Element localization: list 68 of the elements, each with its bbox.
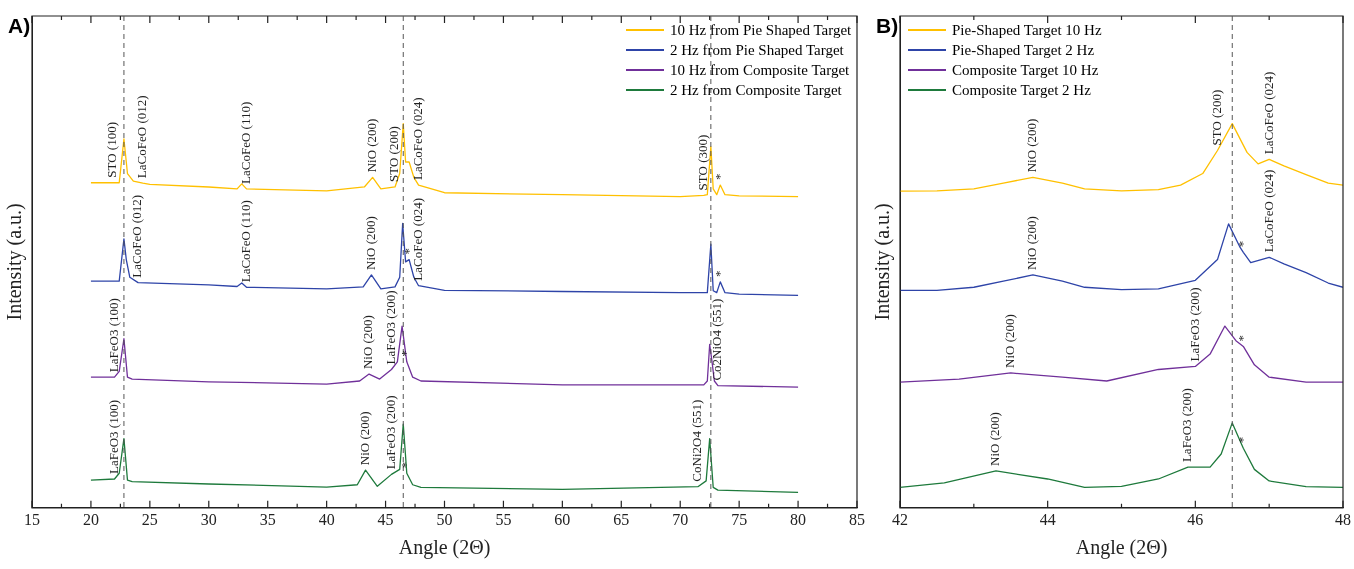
annotation: NiO (200) — [1024, 216, 1040, 270]
annotation: STO (200) — [1208, 89, 1224, 146]
legend-label: 2 Hz from Composite Target — [670, 81, 842, 100]
annotation: CoNi2O4 (551) — [689, 399, 705, 482]
annotation: LaCoFeO (024) — [1260, 71, 1276, 155]
x-tick-label: 46 — [1187, 510, 1204, 528]
x-tick-label: 75 — [731, 510, 748, 528]
annotation: LaCoFeO (012) — [129, 194, 145, 278]
annotation: Co2NiO4 (551) — [709, 298, 725, 381]
text: A) — [8, 14, 31, 38]
annotation: NiO (200) — [362, 216, 378, 270]
x-tick-label: 65 — [613, 510, 630, 528]
annotation: LaCoFeO (110) — [237, 101, 253, 184]
x-tick-label: 50 — [436, 510, 453, 528]
legend-label: Pie-Shaped Target 2 Hz — [952, 41, 1095, 60]
annotation: NiO (200) — [1024, 118, 1040, 173]
annotation: * — [398, 350, 414, 357]
annotation: LaFeO3 (200) — [1179, 388, 1195, 463]
x-tick-label: 35 — [259, 510, 276, 528]
legend-label: Composite Target 2 Hz — [952, 81, 1091, 100]
annotation: LaFeO3 (200) — [1186, 287, 1202, 362]
annotation: * — [711, 173, 727, 181]
annotation: NiO (200) — [364, 118, 380, 173]
annotation: STO (300) — [695, 134, 711, 191]
legend-label: 10 Hz from Composite Target — [670, 61, 850, 80]
annotation: LaCoFeO (024) — [409, 97, 425, 181]
annotation: LaFeO3 (200) — [382, 395, 398, 470]
x-tick-label: 70 — [672, 510, 689, 528]
annotation: LaFeO3 (100) — [105, 399, 121, 474]
y-axis-title: Intensity (a.u.) — [871, 203, 895, 321]
annotation: LaFeO3 (100) — [105, 298, 121, 373]
x-tick-label: 25 — [141, 510, 158, 528]
legend-label: 2 Hz from Pie Shaped Target — [670, 41, 844, 60]
annotation: LaCoFeO (110) — [237, 200, 253, 283]
x-tick-label: 85 — [849, 510, 865, 528]
annotation: NiO (200) — [360, 315, 376, 370]
legend-label: Pie-Shaped Target 10 Hz — [952, 21, 1102, 40]
x-tick-label: 15 — [24, 510, 40, 528]
x-tick-label: 60 — [554, 510, 571, 528]
annotation: * — [711, 270, 727, 277]
text: B) — [876, 14, 899, 38]
x-axis-title: Angle (2Θ) — [398, 536, 491, 560]
legend-label: 10 Hz from Pie Shaped Target — [670, 21, 852, 40]
annotation: STO (100) — [103, 122, 119, 178]
annotation: LaCoFeO (012) — [134, 95, 150, 179]
annotation: * — [1234, 240, 1250, 248]
x-tick-label: 48 — [1335, 510, 1351, 528]
annotation: LaFeO3 (200) — [382, 290, 398, 365]
x-tick-label: 42 — [892, 510, 908, 528]
x-tick-label: 44 — [1039, 510, 1056, 528]
legend-label: Composite Target 10 Hz — [952, 61, 1099, 80]
annotation: LaCoFeO (024) — [1260, 169, 1276, 253]
annotation: STO (200) — [386, 126, 402, 182]
x-tick-label: 45 — [377, 510, 394, 528]
x-tick-label: 20 — [82, 510, 99, 528]
annotation: * — [1234, 334, 1250, 342]
y-axis-title: Intensity (a.u.) — [3, 203, 27, 321]
x-tick-label: 40 — [318, 510, 335, 528]
x-tick-label: 30 — [200, 510, 217, 528]
x-tick-label: 55 — [495, 510, 512, 528]
annotation: NiO (200) — [356, 411, 372, 466]
annotation: * — [1234, 436, 1250, 444]
x-axis-title: Angle (2Θ) — [1075, 536, 1168, 560]
annotation: * — [398, 461, 414, 469]
x-tick-label: 80 — [790, 510, 807, 528]
annotation: NiO (200) — [1002, 314, 1018, 368]
annotation: LaCoFeO (024) — [409, 198, 425, 281]
annotation: NiO (200) — [987, 412, 1003, 466]
